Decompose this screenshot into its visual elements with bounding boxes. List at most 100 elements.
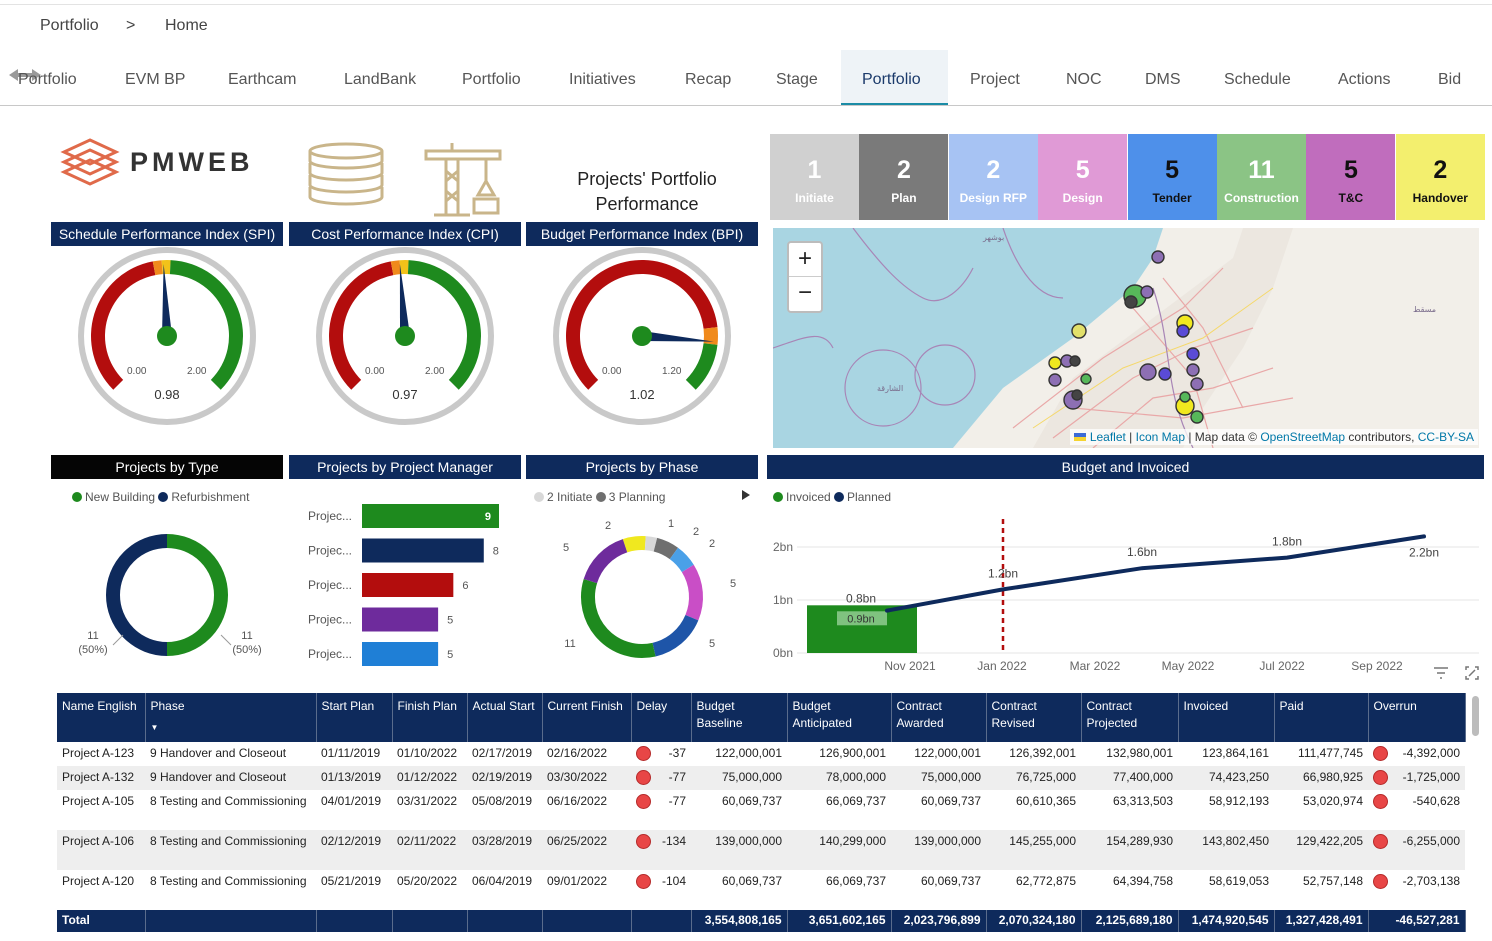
pm-bar-3[interactable] — [362, 607, 439, 632]
donut-slice-new-building[interactable] — [166, 534, 228, 656]
donut-slice-refurbishment[interactable] — [106, 534, 168, 656]
column-header-paid[interactable]: Paid — [1274, 693, 1369, 742]
gauge-value-label: 1.02 — [629, 387, 654, 402]
stage-card-design-rfp[interactable]: 2 Design RFP — [948, 134, 1038, 220]
column-header-phase[interactable]: Phase ▼ — [145, 693, 317, 742]
tab-landbank-3[interactable]: LandBank — [344, 71, 417, 88]
table-row[interactable]: Project A-106 8 Testing and Commissioning… — [57, 830, 1465, 870]
stage-count: 1 — [807, 156, 822, 184]
phase-slice-5[interactable] — [652, 614, 699, 657]
tab-noc-10[interactable]: NOC — [1066, 71, 1102, 88]
tab-initiatives-5[interactable]: Initiatives — [569, 71, 636, 88]
pmweb-logo-text: PMWEB — [130, 147, 254, 177]
pm-bar-1[interactable] — [362, 538, 484, 563]
stage-card-t-c[interactable]: 5 T&C — [1306, 134, 1396, 220]
tab-portfolio-0[interactable]: Portfolio — [18, 71, 77, 88]
legend-item-new-building[interactable]: New Building — [72, 490, 155, 504]
phase-slice-3[interactable] — [669, 547, 694, 573]
tab-dms-11[interactable]: DMS — [1145, 71, 1181, 88]
phase-slice-6[interactable] — [581, 579, 656, 658]
pm-bar-category-label: Projec... — [308, 509, 352, 523]
icon-map-link[interactable]: Icon Map — [1135, 430, 1185, 444]
table-row[interactable]: Project A-123 9 Handover and Closeout 01/1… — [57, 742, 1465, 766]
tab-stage-7[interactable]: Stage — [776, 71, 818, 88]
legend-item-refurbishment[interactable]: Refurbishment — [158, 490, 249, 504]
cell-value: -77 — [668, 794, 686, 808]
sort-desc-icon[interactable]: ▼ — [150, 723, 159, 732]
tab-actions-13[interactable]: Actions — [1338, 71, 1391, 88]
stage-card-construction[interactable]: 11 Construction — [1217, 134, 1306, 220]
scroll-tabs-arrows-icon[interactable] — [9, 67, 41, 83]
stage-card-plan[interactable]: 2 Plan — [859, 134, 949, 220]
focus-mode-icon[interactable] — [1464, 665, 1480, 681]
legend-item-planned[interactable]: Planned — [834, 490, 891, 504]
legend-item-initiate[interactable]: 2 Initiate — [534, 490, 592, 504]
phase-slice-7[interactable] — [583, 539, 628, 584]
stage-card-tender[interactable]: 5 Tender — [1127, 134, 1217, 220]
column-header-overrun[interactable]: Overrun — [1368, 693, 1466, 742]
column-header-contract-revised[interactable]: Contract Revised — [986, 693, 1082, 742]
stage-card-handover[interactable]: 2 Handover — [1395, 134, 1485, 220]
filter-icon[interactable] — [1433, 666, 1449, 680]
tab-schedule-12[interactable]: Schedule — [1224, 71, 1291, 88]
table-row[interactable]: Project A-132 9 Handover and Closeout 01/1… — [57, 766, 1465, 790]
phase-slice-4[interactable] — [681, 564, 703, 621]
breadcrumb-root[interactable]: Portfolio — [40, 17, 99, 34]
column-header-current-finish[interactable]: Current Finish — [542, 693, 632, 742]
cell-invoiced: 123,864,161 — [1202, 746, 1269, 760]
stage-count: 5 — [1165, 156, 1180, 184]
legend-label: 3 Planning — [608, 490, 666, 504]
table-scrollbar[interactable] — [1472, 696, 1479, 736]
legend-next-arrow-icon[interactable] — [741, 489, 751, 501]
stage-card-initiate[interactable]: 1 Initiate — [770, 134, 859, 220]
zoom-out-button[interactable]: − — [797, 279, 812, 306]
project-map[interactable]: الشارقة مسقط بوشهر — [773, 228, 1479, 448]
phase-slice-1[interactable] — [644, 536, 658, 552]
osm-link[interactable]: OpenStreetMap — [1260, 430, 1346, 444]
column-header-actual-start[interactable]: Actual Start — [467, 693, 543, 742]
column-header-delay[interactable]: Delay — [631, 693, 692, 742]
column-header-contract-awarded[interactable]: Contract Awarded — [891, 693, 987, 742]
map-canvas[interactable]: الشارقة مسقط بوشهر — [773, 228, 1479, 448]
legend-item-invoiced[interactable]: Invoiced — [773, 490, 831, 504]
leaflet-link[interactable]: Leaflet — [1089, 430, 1126, 444]
column-header-contract-projected[interactable]: Contract Projected — [1081, 693, 1179, 742]
tab-portfolio-4[interactable]: Portfolio — [462, 71, 521, 88]
phase-slice-0[interactable] — [622, 536, 646, 553]
pm-bar-2[interactable] — [362, 573, 454, 597]
column-header-invoiced[interactable]: Invoiced — [1178, 693, 1275, 742]
legend-item-planning[interactable]: 3 Planning — [595, 490, 666, 504]
cell-current-finish: 03/30/2022 — [542, 766, 631, 790]
pm-bar-4[interactable] — [362, 642, 439, 666]
planned-line[interactable] — [885, 534, 1426, 613]
table-row[interactable]: Project A-120 8 Testing and Commissioning… — [57, 870, 1465, 910]
pm-bar-0[interactable] — [362, 504, 499, 528]
stage-count: 2 — [986, 156, 1001, 184]
phase-slice-2[interactable] — [653, 537, 679, 560]
stage-count: 11 — [1248, 156, 1275, 184]
column-header-budget-anticipated[interactable]: Budget Anticipated — [787, 693, 892, 742]
stage-card-design[interactable]: 5 Design — [1038, 134, 1128, 220]
cell-current-finish: 06/25/2022 — [542, 830, 631, 870]
cell-actual-start: 06/04/2019 — [472, 874, 533, 888]
cell-finish-plan: 01/10/2022 — [397, 746, 458, 760]
cell-contract-projected: 63,313,503 — [1112, 794, 1173, 808]
cell-delay: -77 — [631, 790, 691, 830]
column-header-start-plan[interactable]: Start Plan — [316, 693, 393, 742]
column-header-label: Budget Baseline — [696, 699, 743, 730]
column-header-budget-baseline[interactable]: Budget Baseline — [691, 693, 788, 742]
zoom-in-button[interactable]: + — [789, 243, 821, 277]
cc-link[interactable]: CC-BY-SA — [1417, 430, 1474, 444]
table-row[interactable]: Project A-105 8 Testing and Commissioning… — [57, 790, 1465, 830]
legend-dot-icon — [773, 492, 783, 502]
total-label: Total — [57, 910, 146, 932]
column-header-name-english[interactable]: Name English — [57, 693, 146, 742]
tab-project-9[interactable]: Project — [970, 71, 1020, 88]
tab-recap-6[interactable]: Recap — [685, 71, 732, 88]
column-header-finish-plan[interactable]: Finish Plan — [392, 693, 468, 742]
tab-earthcam-2[interactable]: Earthcam — [228, 71, 297, 88]
tab-bid-14[interactable]: Bid — [1438, 71, 1462, 88]
tab-portfolio-8[interactable]: Portfolio — [862, 71, 921, 88]
tab-evm-bp-1[interactable]: EVM BP — [125, 71, 186, 88]
